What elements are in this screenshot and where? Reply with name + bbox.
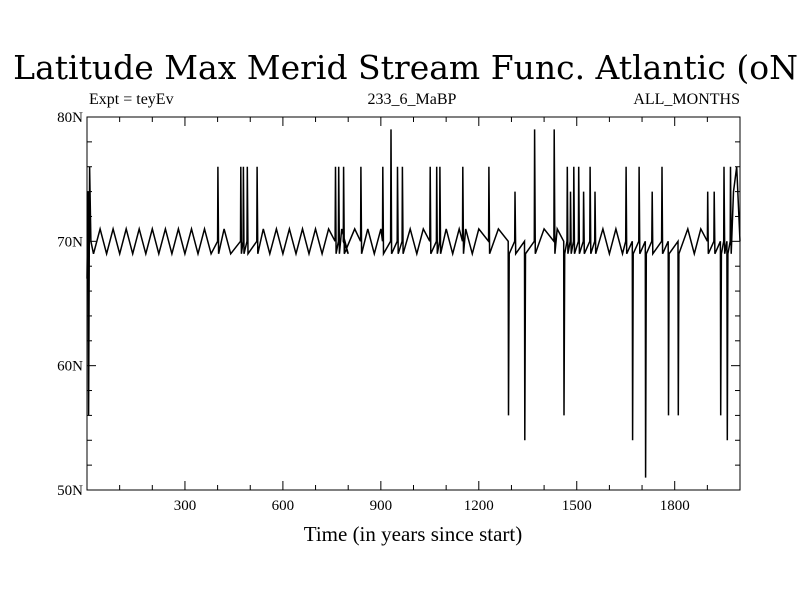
- series-line: [86, 129, 741, 478]
- y-tick-label: 80N: [57, 110, 83, 126]
- subtitle-right: ALL_MONTHS: [633, 91, 740, 108]
- x-tick-label: 1200: [464, 498, 494, 514]
- x-tick-label: 1800: [660, 498, 690, 514]
- plot-frame: [86, 116, 741, 491]
- x-tick-label: 900: [370, 498, 393, 514]
- chart-title: Latitude Max Merid Stream Func. Atlantic…: [13, 48, 800, 87]
- subtitle-left: Expt = teyEv: [89, 91, 174, 108]
- x-tick-label: 1500: [562, 498, 592, 514]
- axis-ticks: 300 600 900 1200 1500 1800 50N 60N 70N 80N: [57, 110, 740, 514]
- y-tick-label: 60N: [57, 359, 83, 375]
- x-tick-label: 600: [272, 498, 295, 514]
- x-axis-label: Time (in years since start): [304, 522, 523, 546]
- subtitle-center: 233_6_MaBP: [368, 91, 457, 108]
- y-tick-label: 70N: [57, 234, 83, 250]
- x-tick-label: 300: [174, 498, 197, 514]
- y-tick-label: 50N: [57, 483, 83, 499]
